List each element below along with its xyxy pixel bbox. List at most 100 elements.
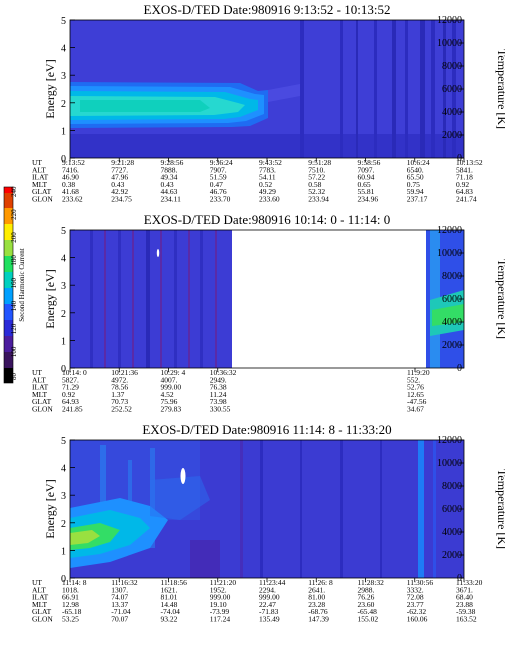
ephemeris-value: 241.74 — [456, 195, 477, 204]
ephemeris-value: 74.07 — [111, 593, 128, 602]
ephemeris-value: 19.10 — [210, 600, 227, 609]
ephemeris-value: 330.55 — [210, 405, 231, 414]
time-tick-label: 9:21:28 — [111, 158, 134, 167]
ephemeris-value: 999.00 — [161, 383, 182, 392]
ephemeris-row-label: GLON — [32, 615, 53, 624]
energy-tick-label: 0 — [61, 364, 66, 375]
ephemeris-value: 41.68 — [62, 187, 79, 196]
ephemeris-value: 22.47 — [259, 600, 276, 609]
ephemeris-value: -47.56 — [407, 397, 427, 406]
colorbar-ticks: 80 100 120 140 160 180 200 220 240 — [10, 186, 18, 380]
time-tick-label: 11:28:32 — [358, 578, 385, 587]
ephemeris-value: 47.96 — [111, 173, 128, 182]
ephemeris-value: 57.22 — [308, 173, 325, 182]
energy-tick-label: 3 — [61, 281, 66, 292]
ephemeris-value: 2641. — [308, 585, 325, 594]
ephemeris-value: 2294. — [259, 585, 276, 594]
ephemeris-value: 72.08 — [407, 593, 424, 602]
colorbar-tick-label: 180 — [10, 255, 18, 266]
panel-3-ylabel: Energy [eV] — [43, 479, 57, 538]
ephemeris-value: 999.00 — [210, 593, 231, 602]
energy-tick-label: 4 — [61, 44, 66, 55]
panel-3-right-axis: 0 2000 4000 6000 8000 10000 12000 — [437, 435, 464, 584]
ephemeris-value: 234.96 — [358, 195, 379, 204]
ephemeris-value: -59.38 — [456, 607, 476, 616]
energy-tick-label: 2 — [61, 519, 66, 530]
ephemeris-value: 68.40 — [456, 593, 473, 602]
ephemeris-value: 3332. — [407, 585, 424, 594]
temperature-tick-label: 4000 — [442, 107, 462, 118]
temperature-tick-label: 10000 — [437, 458, 462, 469]
ephemeris-value: 1018. — [62, 585, 79, 594]
ephemeris-value: 6540. — [407, 165, 424, 174]
time-tick-label: 10:21:36 — [111, 368, 138, 377]
energy-tick-label: 3 — [61, 71, 66, 82]
ephemeris-row-label: GLAT — [32, 607, 52, 616]
ephemeris-value: 7416. — [62, 165, 79, 174]
temperature-tick-label: 12000 — [437, 15, 462, 26]
ephemeris-value: -73.99 — [210, 607, 230, 616]
panel-2-title: EXOS-D/TED Date:980916 10:14: 0 - 11:14:… — [144, 212, 391, 227]
ephemeris-value: 7888. — [161, 165, 178, 174]
temperature-tick-label: 12000 — [437, 225, 462, 236]
ephemeris-value: 51.59 — [210, 173, 227, 182]
ephemeris-value: 252.52 — [111, 405, 132, 414]
ephemeris-row-label: ALT — [32, 165, 46, 174]
ephemeris-value: 46.76 — [210, 187, 227, 196]
ephemeris-value: 76.38 — [210, 383, 227, 392]
time-tick-label: 11:23:44 — [259, 578, 286, 587]
ephemeris-value: 0.92 — [62, 390, 75, 399]
energy-tick-label: 0 — [61, 574, 66, 585]
ephemeris-value: 53.25 — [62, 615, 79, 624]
ephemeris-value: 117.24 — [210, 615, 231, 624]
colorbar-tick-label: 160 — [10, 278, 18, 289]
ephemeris-value: 23.88 — [456, 600, 473, 609]
ephemeris-value: 13.37 — [111, 600, 128, 609]
panel-2-heatmap — [70, 230, 464, 368]
time-tick-label: 9:58:56 — [358, 158, 381, 167]
energy-tick-label: 2 — [61, 309, 66, 320]
ephemeris-value: 147.39 — [308, 615, 329, 624]
colorbar-tick-label: 100 — [10, 346, 18, 357]
ephemeris-value: 52.76 — [407, 383, 424, 392]
ephemeris-value: 0.58 — [308, 180, 321, 189]
temperature-tick-label: 6000 — [442, 84, 462, 95]
ephemeris-value: 1307. — [111, 585, 128, 594]
ephemeris-value: 4972. — [111, 375, 128, 384]
ephemeris-row-label: UT — [32, 158, 42, 167]
ephemeris-value: 1.37 — [111, 390, 124, 399]
ephemeris-value: 23.77 — [407, 600, 424, 609]
ephemeris-row-label: ILAT — [32, 173, 49, 182]
panel-1-y2label: Temperature [K] — [495, 49, 505, 129]
panel-1-heatmap — [70, 20, 464, 158]
ephemeris-value: 7510. — [308, 165, 325, 174]
temperature-tick-label: 0 — [457, 363, 462, 374]
ephemeris-value: 71.29 — [62, 383, 79, 392]
ephemeris-row-label: MLT — [32, 600, 48, 609]
ephemeris-value: 233.94 — [308, 195, 329, 204]
ephemeris-value: 12.65 — [407, 390, 424, 399]
energy-tick-label: 0 — [61, 154, 66, 165]
energy-tick-label: 1 — [61, 546, 66, 557]
time-tick-label: 11:33:20 — [456, 578, 483, 587]
ephemeris-value: 23.60 — [358, 600, 375, 609]
ephemeris-value: 0.75 — [407, 180, 420, 189]
ephemeris-row-label: ALT — [32, 375, 46, 384]
ephemeris-value: 0.65 — [358, 180, 371, 189]
ephemeris-value: 70.07 — [111, 615, 128, 624]
panel-2-ylabel: Energy [eV] — [43, 269, 57, 328]
ephemeris-value: -74.04 — [161, 607, 181, 616]
temperature-tick-label: 4000 — [442, 317, 462, 328]
temperature-tick-label: 8000 — [442, 271, 462, 282]
ephemeris-value: 76.26 — [358, 593, 375, 602]
ephemeris-row-label: GLON — [32, 195, 53, 204]
ephemeris-value: 11.24 — [210, 390, 227, 399]
panel-1-left-axis: 0 1 2 3 4 5 — [61, 16, 75, 165]
ephemeris-row-label: GLAT — [32, 397, 52, 406]
energy-tick-label: 5 — [61, 436, 66, 447]
ephemeris-value: 14.48 — [161, 600, 178, 609]
ephemeris-value: 78.56 — [111, 383, 128, 392]
time-tick-label: 9:36:24 — [210, 158, 233, 167]
